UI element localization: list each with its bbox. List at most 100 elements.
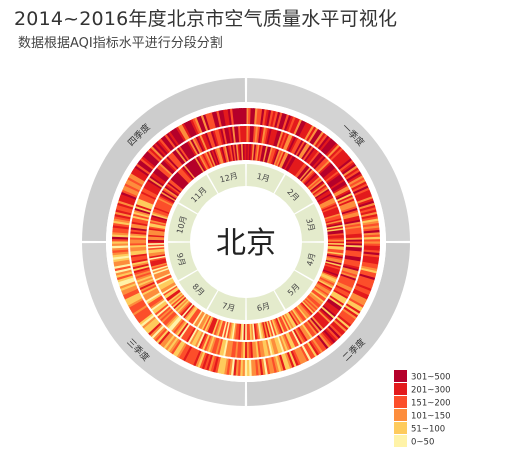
daily-aqi-cell — [174, 297, 188, 311]
daily-aqi-cell — [145, 182, 161, 193]
daily-aqi-cell — [223, 321, 229, 338]
daily-aqi-cell — [322, 140, 336, 154]
daily-aqi-cell — [325, 143, 339, 157]
daily-aqi-cell — [322, 329, 336, 344]
daily-aqi-cell — [133, 266, 150, 274]
daily-aqi-cell — [210, 355, 217, 372]
daily-aqi-cell — [307, 294, 321, 307]
daily-aqi-cell — [135, 271, 152, 279]
daily-aqi-cell — [114, 213, 131, 220]
daily-aqi-cell — [347, 173, 363, 184]
season-segment — [82, 78, 246, 242]
daily-aqi-cell — [201, 334, 210, 351]
daily-aqi-cell — [158, 279, 174, 289]
daily-aqi-cell — [195, 312, 205, 327]
daily-aqi-cell — [191, 159, 203, 174]
daily-aqi-cell — [315, 312, 328, 326]
daily-aqi-cell — [226, 127, 232, 144]
daily-aqi-cell — [354, 189, 371, 199]
daily-aqi-cell — [335, 316, 350, 329]
daily-aqi-cell — [264, 321, 271, 338]
daily-aqi-cell — [134, 308, 150, 320]
daily-aqi-cell — [322, 269, 339, 277]
daily-aqi-cell — [148, 251, 165, 256]
daily-aqi-cell — [258, 108, 263, 125]
month-segment — [246, 164, 285, 194]
daily-aqi-cell — [125, 293, 142, 304]
daily-aqi-cell — [192, 350, 202, 367]
daily-aqi-cell — [326, 221, 343, 227]
daily-aqi-cell — [158, 307, 172, 320]
daily-aqi-cell — [160, 281, 176, 292]
daily-aqi-cell — [178, 301, 192, 315]
daily-aqi-cell — [212, 149, 220, 165]
daily-aqi-cell — [307, 176, 321, 189]
daily-aqi-cell — [209, 336, 217, 353]
daily-aqi-cell — [299, 346, 310, 362]
daily-aqi-cell — [261, 340, 267, 357]
daily-aqi-cell — [311, 338, 323, 354]
daily-aqi-cell — [216, 110, 223, 127]
daily-aqi-cell — [278, 113, 286, 130]
daily-aqi-cell — [362, 259, 379, 265]
daily-aqi-cell — [304, 298, 318, 311]
daily-aqi-cell — [311, 183, 326, 195]
daily-aqi-cell — [356, 196, 373, 205]
daily-aqi-cell — [332, 291, 348, 302]
daily-aqi-cell — [313, 287, 328, 298]
daily-aqi-cell — [356, 281, 373, 290]
month-segment — [274, 174, 314, 214]
legend-swatch — [394, 370, 407, 382]
daily-aqi-cell — [324, 214, 341, 222]
daily-aqi-cell — [220, 339, 227, 356]
daily-aqi-cell — [263, 321, 269, 338]
daily-aqi-cell — [274, 318, 282, 335]
daily-aqi-cell — [132, 304, 148, 316]
daily-aqi-cell — [135, 163, 151, 175]
daily-aqi-cell — [343, 217, 360, 224]
daily-aqi-cell — [174, 320, 186, 335]
daily-aqi-cell — [115, 267, 132, 274]
daily-aqi-cell — [327, 325, 341, 339]
daily-aqi-cell — [230, 341, 235, 358]
daily-aqi-cell — [268, 338, 275, 355]
daily-aqi-cell — [200, 154, 210, 170]
daily-aqi-cell — [299, 144, 311, 159]
daily-aqi-cell — [226, 322, 232, 339]
daily-aqi-cell — [190, 138, 201, 155]
daily-aqi-cell — [203, 316, 213, 332]
daily-aqi-cell — [251, 126, 255, 143]
daily-aqi-cell — [319, 197, 335, 207]
daily-aqi-cell — [336, 283, 352, 293]
daily-aqi-cell — [253, 323, 257, 340]
daily-aqi-cell — [198, 333, 207, 349]
daily-aqi-cell — [130, 231, 147, 235]
daily-aqi-cell — [306, 295, 320, 309]
daily-aqi-cell — [166, 156, 179, 170]
daily-aqi-cell — [166, 183, 181, 195]
daily-aqi-cell — [339, 202, 356, 210]
daily-aqi-cell — [313, 337, 325, 353]
daily-aqi-cell — [279, 132, 288, 149]
daily-aqi-cell — [201, 134, 210, 150]
daily-aqi-cell — [337, 315, 352, 328]
daily-aqi-cell — [270, 356, 277, 374]
daily-aqi-cell — [113, 261, 131, 267]
daily-aqi-cell — [361, 213, 378, 220]
daily-aqi-cell — [312, 131, 325, 147]
daily-aqi-cell — [149, 255, 166, 261]
daily-aqi-cell — [301, 145, 313, 160]
daily-aqi-cell — [220, 128, 226, 145]
daily-aqi-cell — [166, 314, 180, 329]
chart-subtitle: 数据根据AQI指标水平进行分段分割 — [18, 36, 223, 51]
daily-aqi-cell — [213, 319, 221, 336]
daily-aqi-cell — [139, 194, 155, 204]
daily-aqi-cell — [310, 153, 324, 168]
daily-aqi-cell — [250, 144, 254, 161]
daily-aqi-cell — [305, 174, 319, 187]
daily-aqi-cell — [256, 341, 261, 358]
daily-aqi-cell — [311, 130, 323, 146]
daily-aqi-cell — [189, 329, 199, 345]
daily-aqi-cell — [334, 152, 348, 166]
daily-aqi-cell — [153, 208, 170, 216]
